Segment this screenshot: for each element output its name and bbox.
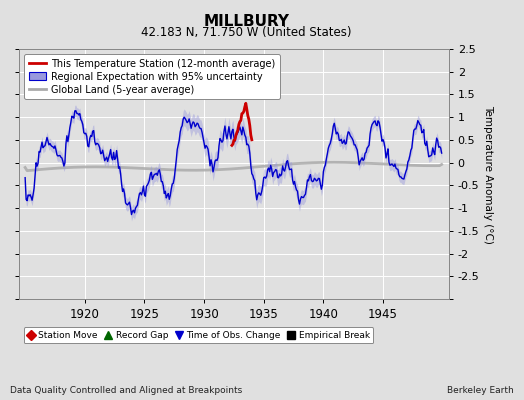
Text: 42.183 N, 71.750 W (United States): 42.183 N, 71.750 W (United States) xyxy=(141,26,352,39)
Legend: Station Move, Record Gap, Time of Obs. Change, Empirical Break: Station Move, Record Gap, Time of Obs. C… xyxy=(24,327,374,344)
Text: MILLBURY: MILLBURY xyxy=(203,14,289,29)
Text: Berkeley Earth: Berkeley Earth xyxy=(447,386,514,395)
Y-axis label: Temperature Anomaly (°C): Temperature Anomaly (°C) xyxy=(483,104,493,244)
Text: Data Quality Controlled and Aligned at Breakpoints: Data Quality Controlled and Aligned at B… xyxy=(10,386,243,395)
